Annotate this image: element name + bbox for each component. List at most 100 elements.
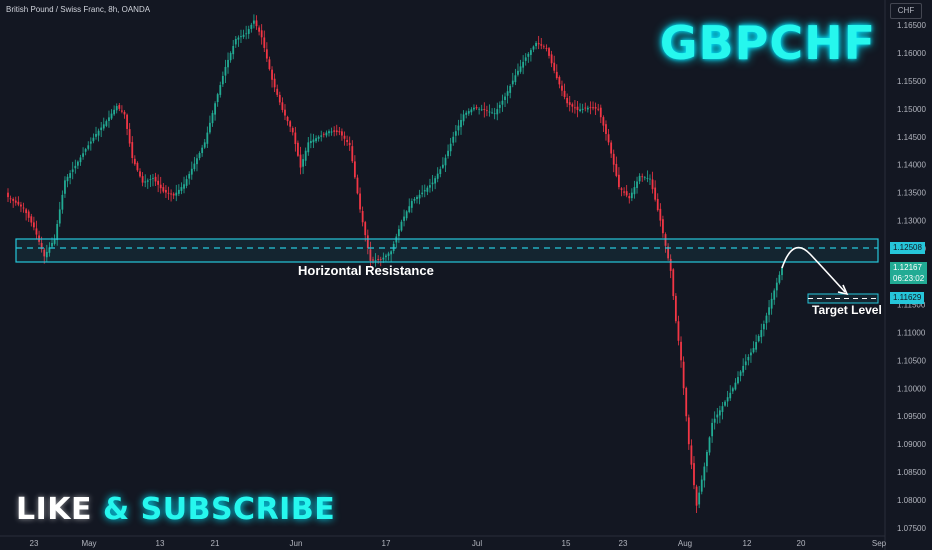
candle-body xyxy=(43,249,46,257)
candle-body xyxy=(89,141,92,144)
candle-body xyxy=(359,193,361,210)
candle-body xyxy=(457,125,460,131)
price-axis-tick-label: 1.09500 xyxy=(897,412,926,421)
candle-body xyxy=(641,176,644,178)
projection-arrow xyxy=(781,246,846,293)
candle-body xyxy=(330,131,333,133)
candle-body xyxy=(460,120,462,128)
candle-body xyxy=(755,342,758,350)
candle-body xyxy=(643,177,646,179)
candle-body xyxy=(687,417,690,445)
candle-body xyxy=(87,145,90,149)
candle-body xyxy=(685,387,688,417)
candles-layer xyxy=(7,14,783,513)
horizontal-resistance-zone[interactable] xyxy=(15,238,879,263)
candle-body xyxy=(253,20,255,24)
candle-body xyxy=(470,109,473,113)
candle-body xyxy=(501,100,504,105)
candle-body xyxy=(284,109,286,116)
candle-body xyxy=(700,479,703,492)
candle-body xyxy=(338,131,341,133)
price-axis-tick-label: 1.11000 xyxy=(897,328,926,337)
candle-body xyxy=(473,107,475,110)
candle-body xyxy=(56,223,59,241)
candle-body xyxy=(586,107,589,110)
candle-body xyxy=(597,108,600,110)
current-price-value: 1.12167 xyxy=(893,263,922,272)
candle-body xyxy=(118,105,121,109)
candle-body xyxy=(353,161,356,178)
candle-body xyxy=(196,158,198,165)
price-axis-tick-label: 1.15000 xyxy=(897,105,926,114)
candle-body xyxy=(454,131,457,136)
candle-body xyxy=(599,107,602,118)
candle-body xyxy=(66,176,69,182)
candle-body xyxy=(698,492,701,505)
candle-body xyxy=(268,59,271,70)
candle-body xyxy=(84,149,87,152)
candle-body xyxy=(40,243,43,250)
candle-body xyxy=(247,29,250,34)
cta-subscribe: SUBSCRIBE xyxy=(140,492,336,527)
candle-body xyxy=(628,196,631,199)
candle-body xyxy=(126,114,128,129)
candle-body xyxy=(706,451,708,467)
currency-label[interactable]: CHF xyxy=(890,3,922,19)
candle-body xyxy=(190,168,193,175)
time-axis-tick-label: 15 xyxy=(562,539,571,548)
candle-body xyxy=(496,109,499,115)
candle-body xyxy=(693,463,695,486)
candle-body xyxy=(260,30,263,38)
candle-body xyxy=(250,24,253,29)
projection-arrowhead-icon xyxy=(837,284,849,296)
candle-body xyxy=(265,49,268,59)
candle-body xyxy=(467,111,470,114)
candle-body xyxy=(273,78,276,88)
candle-body xyxy=(439,169,442,175)
candle-body xyxy=(139,171,141,177)
candle-body xyxy=(320,135,323,137)
candle-body xyxy=(162,187,165,192)
candle-body xyxy=(95,133,97,137)
candle-body xyxy=(97,130,100,136)
candle-body xyxy=(594,107,597,109)
target-level-label: Target Level xyxy=(812,303,882,317)
cta-ampersand: & xyxy=(102,492,130,527)
time-axis-tick-label: May xyxy=(81,539,96,548)
candle-body xyxy=(237,37,240,40)
candle-body xyxy=(548,48,550,56)
price-axis-tick-label: 1.14000 xyxy=(897,161,926,170)
candle-body xyxy=(524,57,527,61)
candle-body xyxy=(449,143,452,152)
candle-body xyxy=(610,142,613,154)
candle-body xyxy=(22,207,25,209)
candle-body xyxy=(9,198,12,200)
candle-body xyxy=(289,121,292,127)
candle-body xyxy=(664,234,667,246)
candle-body xyxy=(423,190,426,192)
candle-body xyxy=(667,246,670,259)
candle-body xyxy=(364,222,367,236)
candle-body xyxy=(79,157,82,163)
candle-body xyxy=(405,211,408,219)
candle-body xyxy=(581,108,584,110)
instrument-legend[interactable]: British Pound / Swiss Franc, 8h, OANDA xyxy=(6,5,151,14)
time-axis-tick-label: 12 xyxy=(743,539,752,548)
candle-body xyxy=(245,33,248,35)
candle-body xyxy=(773,290,776,300)
candle-body xyxy=(605,124,607,134)
candle-body xyxy=(102,124,105,129)
candle-body xyxy=(188,173,191,179)
candle-body xyxy=(589,107,592,109)
candle-body xyxy=(154,176,157,182)
candle-body xyxy=(592,107,594,109)
candle-body xyxy=(322,133,325,135)
candle-body xyxy=(522,61,525,68)
price-axis-tick-label: 1.08500 xyxy=(897,468,926,477)
candle-body xyxy=(527,53,530,57)
candle-body xyxy=(64,180,66,194)
candle-body xyxy=(615,163,618,176)
horizontal-resistance-label: Horizontal Resistance xyxy=(298,263,434,278)
candle-body xyxy=(110,113,113,119)
